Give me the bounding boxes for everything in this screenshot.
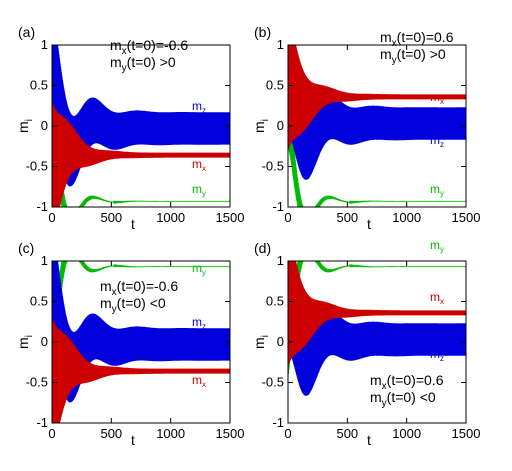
x-tick-label: 1500 <box>452 210 481 225</box>
x-tick-label: 1500 <box>216 426 245 441</box>
series-label-m_y: my <box>430 182 444 198</box>
series-label-m_z: mz <box>430 133 444 149</box>
panel-label: (b) <box>254 24 271 40</box>
series-label-m_z: mz <box>192 315 206 331</box>
series-label-m_y: my <box>192 182 206 198</box>
y-tick-label: -0.5 <box>262 375 284 390</box>
x-axis-label: t <box>131 216 135 232</box>
chart-panel-0: 0 500 1000 1500 1 0.5 0 -0.5 -1 t mi (a) mx(t=0)=-0.… <box>15 24 244 232</box>
initial-condition-annotation: my(t=0) <0 <box>100 295 166 315</box>
series-label-m_z: mz <box>192 99 206 115</box>
x-axis-label: t <box>367 216 371 232</box>
series-line-m_z <box>51 260 231 403</box>
series-line-m_x <box>287 260 467 366</box>
y-tick-label: 0 <box>277 118 284 133</box>
y-tick-label: 1 <box>277 37 284 52</box>
x-axis-label: t <box>131 432 135 448</box>
y-tick-label: -1 <box>272 199 284 214</box>
x-tick-label: 1500 <box>452 426 481 441</box>
series-line-m_y <box>51 89 230 209</box>
y-axis-label: mi <box>251 119 271 133</box>
initial-condition-annotation: my(t=0) >0 <box>380 46 446 66</box>
y-tick-label: -1 <box>36 199 48 214</box>
x-tick-label: 0 <box>284 426 291 441</box>
chart-panel-3: 0 500 1000 1500 1 0.5 0 -0.5 -1 t mi (d) mx(t=0)=0.6… <box>251 238 480 448</box>
y-tick-label: 1 <box>41 37 48 52</box>
panel-label: (c) <box>18 240 34 256</box>
x-tick-label: 500 <box>336 426 358 441</box>
y-tick-label: -1 <box>36 415 48 430</box>
series-label-m_x: mx <box>192 373 206 389</box>
x-tick-label: 500 <box>100 210 122 225</box>
x-tick-label: 0 <box>48 210 55 225</box>
series-label-m_x: mx <box>430 90 444 106</box>
series-label-m_x: mx <box>430 290 444 306</box>
initial-condition-annotation: my(t=0) <0 <box>370 389 436 409</box>
chart-panel-2: 0 500 1000 1500 1 0.5 0 -0.5 -1 t mi (c) mx(t=0)=-0.… <box>15 240 244 448</box>
y-axis-label: mi <box>15 335 35 349</box>
y-tick-label: 1 <box>277 253 284 268</box>
initial-condition-annotation: mx(t=0)=0.6 <box>380 29 454 49</box>
series-line-m_y <box>287 89 466 209</box>
y-tick-label: 0 <box>277 334 284 349</box>
y-tick-label: 1 <box>41 253 48 268</box>
initial-condition-annotation: mx(t=0)=-0.6 <box>110 37 188 57</box>
series-line-m_x <box>287 44 467 150</box>
x-tick-label: 1500 <box>216 210 245 225</box>
x-tick-label: 500 <box>336 210 358 225</box>
y-axis-label: mi <box>251 335 271 349</box>
x-tick-label: 0 <box>284 210 291 225</box>
y-axis-label: mi <box>15 119 35 133</box>
chart-panel-1: 0 500 1000 1500 1 0.5 0 -0.5 -1 t mi (b) mx(t=0)=0.6… <box>251 24 480 232</box>
y-tick-label: 0 <box>41 118 48 133</box>
y-tick-label: 0.5 <box>30 294 48 309</box>
x-tick-label: 0 <box>48 426 55 441</box>
initial-condition-annotation: mx(t=0)=-0.6 <box>100 278 178 298</box>
panel-label: (a) <box>18 24 35 40</box>
series-label-m_y: my <box>430 238 444 254</box>
y-tick-label: 0.5 <box>266 78 284 93</box>
series-line-m_x <box>51 101 231 208</box>
series-line-m_x <box>51 317 231 424</box>
initial-condition-annotation: my(t=0) >0 <box>110 54 176 74</box>
y-tick-label: 0.5 <box>30 78 48 93</box>
series-line-m_z <box>51 44 231 187</box>
x-tick-label: 1000 <box>156 210 185 225</box>
series-label-m_z: mz <box>430 347 444 363</box>
y-tick-label: -0.5 <box>262 159 284 174</box>
x-tick-label: 1000 <box>392 210 421 225</box>
x-tick-label: 1000 <box>392 426 421 441</box>
y-tick-label: -1 <box>272 415 284 430</box>
series-label-m_y: my <box>192 261 206 277</box>
initial-condition-annotation: mx(t=0)=0.6 <box>370 372 444 392</box>
panel-label: (d) <box>254 240 271 256</box>
y-tick-label: -0.5 <box>26 159 48 174</box>
y-tick-label: 0.5 <box>266 294 284 309</box>
y-tick-label: 0 <box>41 334 48 349</box>
x-tick-label: 500 <box>100 426 122 441</box>
series-label-m_x: mx <box>192 157 206 173</box>
x-tick-label: 1000 <box>156 426 185 441</box>
y-tick-label: -0.5 <box>26 375 48 390</box>
x-axis-label: t <box>367 432 371 448</box>
